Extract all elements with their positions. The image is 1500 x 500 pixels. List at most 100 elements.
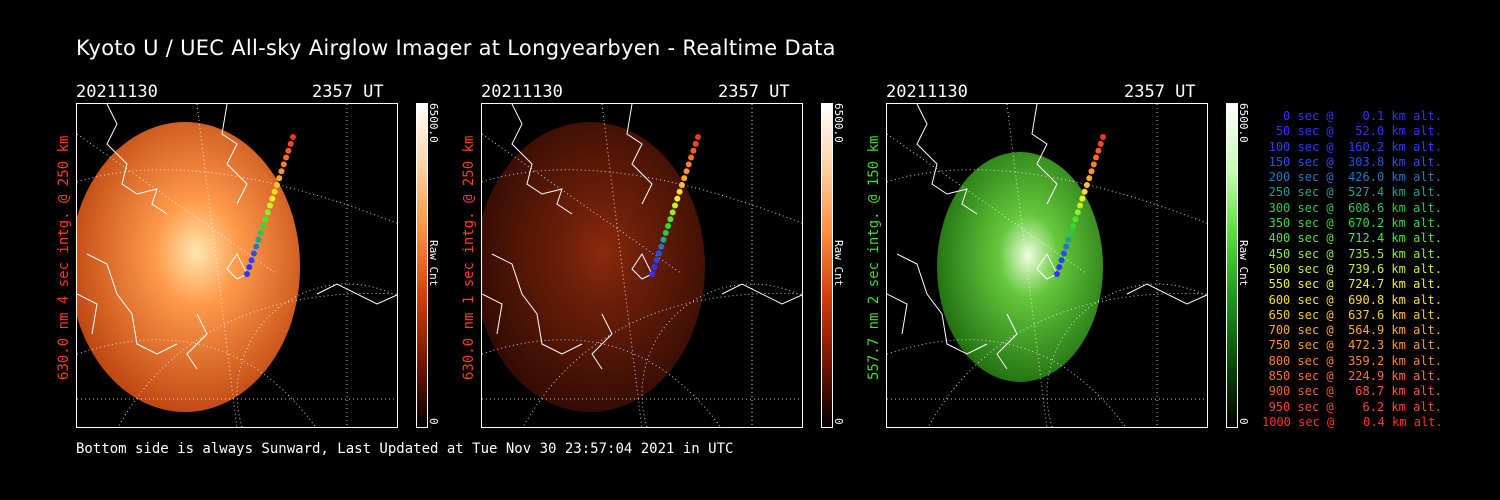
- track-point: [255, 236, 262, 243]
- track-point: [1086, 175, 1093, 182]
- track-point: [264, 209, 271, 216]
- track-point: [655, 250, 662, 257]
- track-point: [244, 271, 250, 277]
- track-point: [271, 188, 278, 195]
- panel-3-wavelength-label: 557.7 nm 2 sec intg. @ 150 km: [866, 135, 882, 380]
- coastline: [591, 313, 613, 370]
- panel-1-time: 2357 UT: [312, 82, 384, 102]
- page-title: Kyoto U / UEC All-sky Airglow Imager at …: [76, 36, 836, 60]
- track-point: [257, 229, 264, 236]
- track-point: [1060, 250, 1067, 257]
- coastline: [221, 104, 248, 205]
- panel-2-colorbar: [821, 103, 833, 428]
- coastline: [482, 293, 503, 335]
- airglow-disk: [77, 122, 300, 412]
- track-point: [1100, 134, 1106, 140]
- panel-1-colorbar: [416, 103, 428, 428]
- track-point: [690, 147, 697, 154]
- legend-entry: 850 sec @ 224.9 km alt.: [1268, 369, 1442, 384]
- track-point: [278, 168, 285, 175]
- panel-3-colorbar-max: 6500.0: [1237, 103, 1250, 143]
- coastline: [1126, 283, 1207, 305]
- coastline: [1031, 104, 1058, 205]
- track-point: [660, 236, 667, 243]
- legend-entry: 900 sec @ 68.7 km alt.: [1268, 384, 1442, 399]
- panel-1-colorbar-min: 0: [427, 418, 440, 425]
- track-point: [674, 195, 681, 202]
- track-point: [649, 271, 655, 277]
- track-point: [1074, 209, 1081, 216]
- legend-entry: 700 sec @ 564.9 km alt.: [1268, 323, 1442, 338]
- coastline: [106, 104, 168, 215]
- track-point: [695, 134, 701, 140]
- panel-1-colorbar-max: 6500.0: [427, 103, 440, 143]
- grid-line: [196, 104, 238, 427]
- coastline: [631, 253, 653, 280]
- legend-entry: 150 sec @ 303.8 km alt.: [1268, 154, 1442, 169]
- track-point: [658, 243, 665, 250]
- panel-1-colorbar-unit: Raw Cnt: [427, 240, 440, 287]
- track-point: [262, 216, 269, 223]
- panel-3-time: 2357 UT: [1124, 82, 1196, 102]
- grid-line: [117, 292, 397, 427]
- track-point: [290, 134, 296, 140]
- track-point: [681, 175, 688, 182]
- legend-entry: 200 sec @ 426.0 km alt.: [1268, 170, 1442, 185]
- track-point: [683, 168, 690, 175]
- coastline: [77, 293, 98, 335]
- track-point: [283, 154, 290, 161]
- coastline: [896, 253, 988, 355]
- legend-entry: 0 sec @ 0.1 km alt.: [1283, 109, 1442, 123]
- grid-line: [887, 133, 1088, 275]
- track-point: [1054, 271, 1060, 277]
- legend-entry: 1000 sec @ 0.4 km alt.: [1262, 414, 1443, 429]
- legend-entry: 450 sec @ 735.5 km alt.: [1268, 246, 1442, 261]
- track-point: [1067, 229, 1074, 236]
- coastline: [226, 253, 248, 280]
- track-point: [1090, 161, 1097, 168]
- track-point: [1070, 223, 1077, 230]
- coastline: [996, 313, 1018, 370]
- legend-entry: 500 sec @ 739.6 km alt.: [1268, 261, 1442, 276]
- track-point: [651, 264, 658, 271]
- track-point: [246, 264, 253, 271]
- track-point: [1056, 264, 1063, 271]
- legend-entry: 650 sec @ 637.6 km alt.: [1268, 307, 1442, 322]
- track-point: [1063, 243, 1070, 250]
- track-point: [1083, 181, 1090, 188]
- track-point: [1065, 236, 1072, 243]
- coastline: [186, 313, 208, 370]
- track-point: [653, 257, 660, 264]
- panel-3-date: 20211130: [886, 82, 968, 102]
- track-point: [667, 216, 674, 223]
- track-point: [260, 223, 267, 230]
- track-point: [685, 161, 692, 168]
- track-point: [669, 209, 676, 216]
- panel-2-wavelength-label: 630.0 nm 1 sec intg. @ 250 km: [461, 135, 477, 380]
- panel-3-colorbar-min: 0: [1237, 418, 1250, 425]
- track-point: [276, 175, 283, 182]
- grid-line: [601, 104, 643, 427]
- airglow-disk: [937, 152, 1103, 382]
- track-point: [248, 257, 255, 264]
- legend-entry: 800 sec @ 359.2 km alt.: [1268, 353, 1442, 368]
- track-point: [1088, 168, 1095, 175]
- airglow-disk: [482, 122, 705, 412]
- track-point: [267, 202, 273, 209]
- track-point: [688, 154, 695, 161]
- panel-3-allsky-image: [886, 103, 1208, 428]
- track-point: [287, 140, 294, 147]
- coastline: [316, 283, 397, 305]
- track-point: [269, 195, 276, 202]
- track-point: [1097, 140, 1104, 147]
- track-point: [1079, 195, 1086, 202]
- coastline: [626, 104, 653, 205]
- legend-entry: 350 sec @ 670.2 km alt.: [1268, 216, 1442, 231]
- grid-line: [927, 292, 1207, 427]
- track-point: [665, 223, 672, 230]
- panel-2-colorbar-min: 0: [832, 418, 845, 425]
- track-point: [662, 229, 669, 236]
- panel-2-time: 2357 UT: [718, 82, 790, 102]
- grid-line: [482, 133, 683, 275]
- coastline: [887, 293, 908, 335]
